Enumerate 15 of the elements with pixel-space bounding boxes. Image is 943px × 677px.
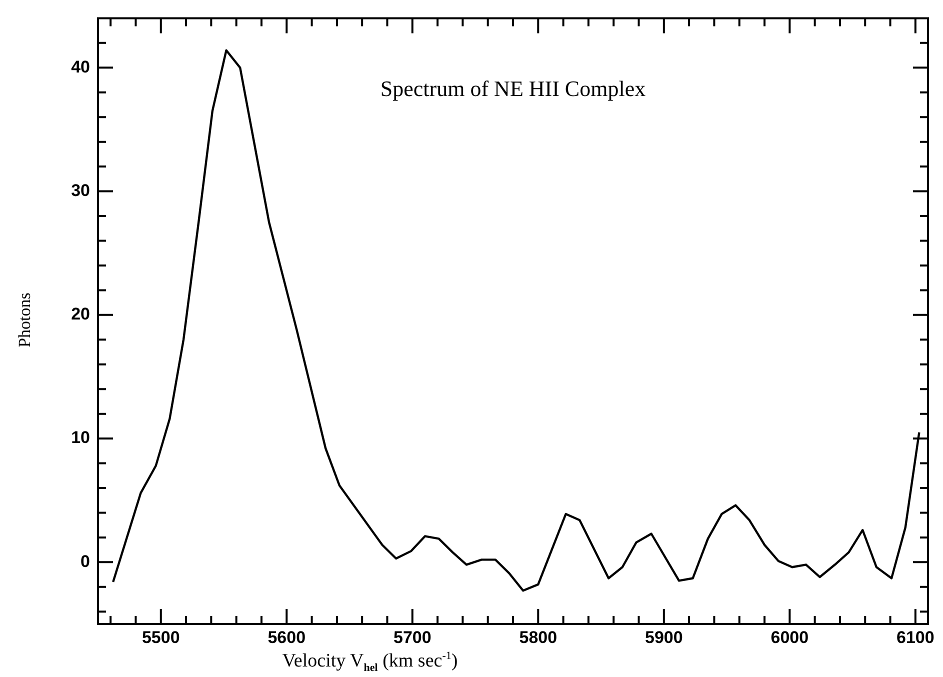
y-tick-label: 20 bbox=[71, 304, 90, 324]
x-tick-label: 5500 bbox=[142, 628, 180, 647]
y-tick-label: 0 bbox=[80, 552, 90, 571]
x-tick-label: 5600 bbox=[268, 628, 306, 647]
x-tick-label: 5800 bbox=[519, 628, 558, 647]
y-tick-label: 40 bbox=[71, 57, 90, 76]
y-axis-title: Photons bbox=[15, 292, 35, 348]
x-tick-label: 5700 bbox=[393, 628, 432, 647]
x-tick-label: 5900 bbox=[644, 628, 683, 647]
y-tick-label: 10 bbox=[71, 428, 90, 448]
x-tick-label: 6100 bbox=[896, 628, 934, 647]
x-axis-title: Velocity V$_{hel}$ (km sec$^{-1}$) bbox=[282, 650, 458, 674]
text: Spectrum of NE HII Complex bbox=[380, 76, 646, 102]
x-tick-label: 6000 bbox=[770, 628, 809, 647]
y-tick-label: 30 bbox=[71, 180, 90, 200]
